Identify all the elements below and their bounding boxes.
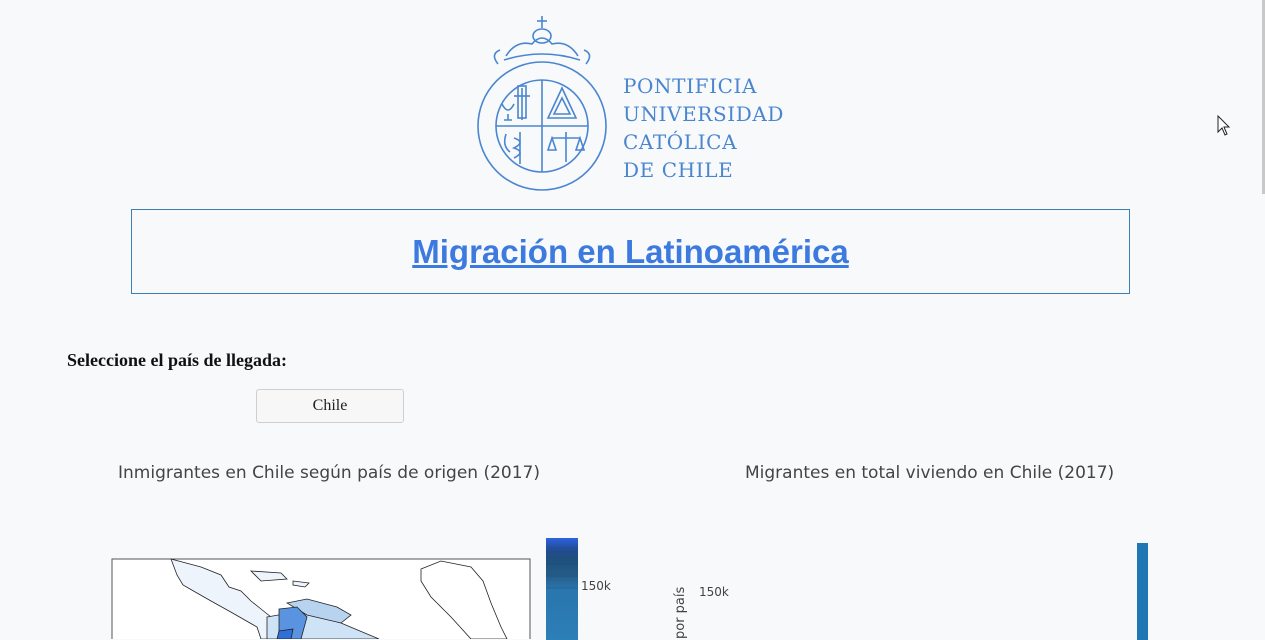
mouse-cursor-icon (1217, 115, 1231, 136)
bar-y-axis-label-text: por país (673, 586, 688, 639)
colorbar-tick-label: 150k (581, 579, 611, 593)
logo-line: PONTIFICIA (623, 74, 758, 98)
bar-chart[interactable] (1134, 540, 1154, 640)
country-select-label: Seleccione el país de llegada: (67, 350, 287, 370)
map-region-peru (276, 628, 294, 639)
logo-wordmark: PONTIFICIA UNIVERSIDAD CATÓLICA DE CHILE (623, 72, 784, 184)
page-scrollbar[interactable] (1262, 0, 1265, 194)
logo-line: UNIVERSIDAD (623, 102, 785, 126)
page-title-link[interactable]: Migración en Latinoamérica (412, 232, 849, 270)
map-chart-title: Inmigrantes en Chile según país de orige… (118, 463, 540, 483)
map-colorbar (546, 538, 578, 640)
choropleth-map[interactable] (111, 557, 531, 639)
map-region-africa (420, 560, 508, 639)
bar-chile-total (1137, 543, 1148, 640)
university-logo: PONTIFICIA UNIVERSIDAD CATÓLICA DE CHILE (476, 14, 796, 196)
map-region-central-america (170, 558, 272, 639)
bar-y-axis-label: por país (673, 552, 688, 639)
logo-line: CATÓLICA (623, 130, 738, 154)
title-banner: Migración en Latinoamérica (131, 209, 1130, 294)
bar-chart-title: Migrantes en total viviendo en Chile (20… (745, 463, 1115, 483)
bar-y-tick-label: 150k (699, 585, 729, 599)
map-region-venezuela (285, 598, 352, 624)
logo-line: DE CHILE (623, 158, 734, 182)
country-select-dropdown[interactable]: Chile (256, 389, 404, 423)
map-region-caribbean (249, 570, 310, 588)
university-seal-icon (477, 16, 607, 191)
